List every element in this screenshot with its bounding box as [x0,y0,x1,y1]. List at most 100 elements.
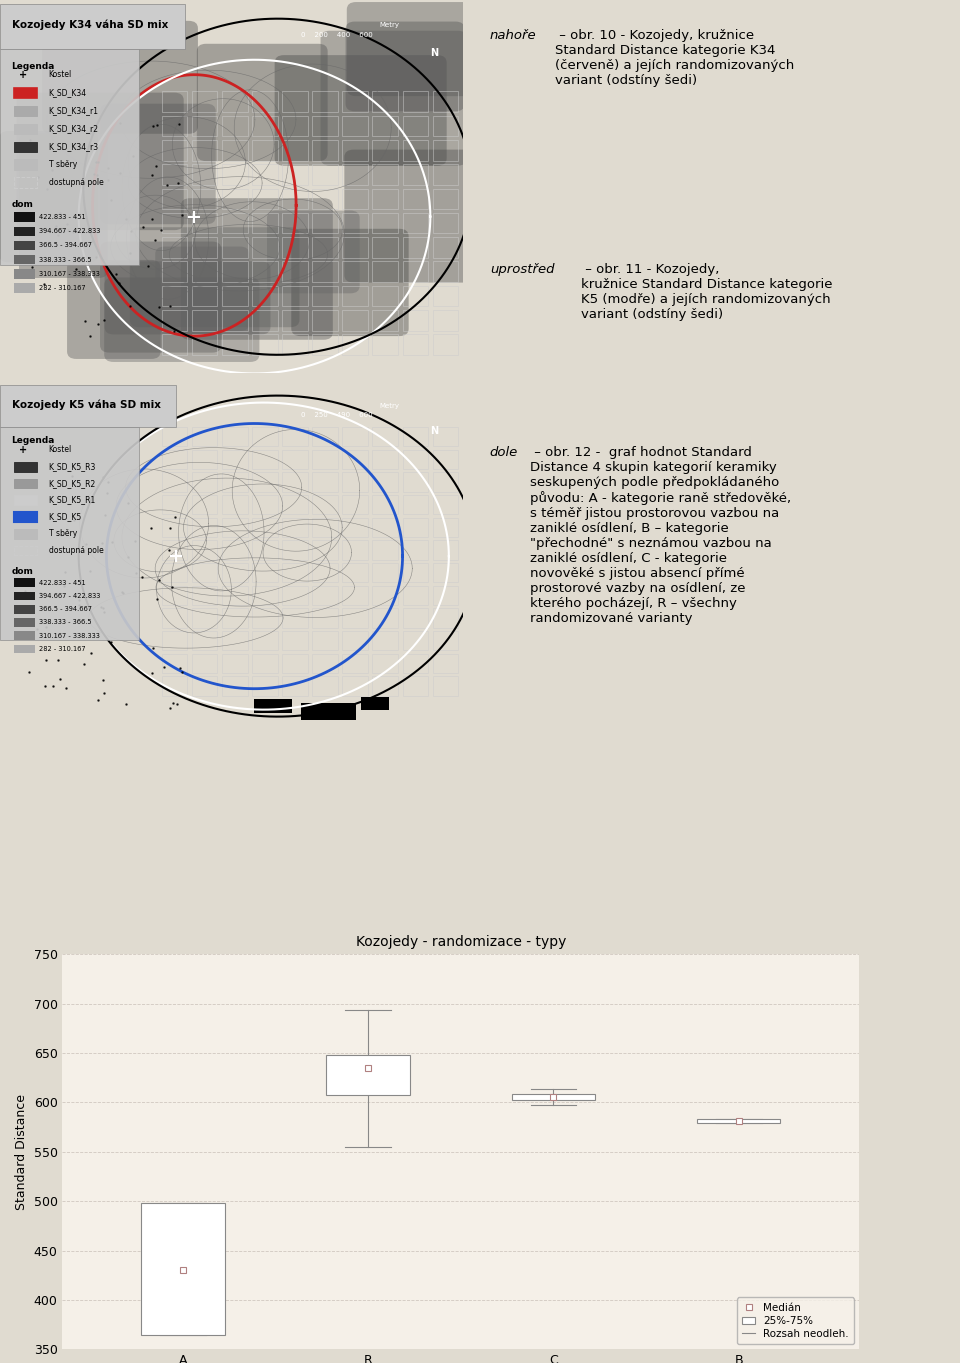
Bar [252,309,277,330]
FancyBboxPatch shape [10,236,206,349]
Bar [222,563,248,582]
Bar [433,213,458,233]
Bar [162,334,187,354]
Bar [433,91,458,112]
Bar [222,495,248,514]
Bar [343,237,368,258]
FancyBboxPatch shape [59,121,174,244]
Bar [222,286,248,307]
Bar [433,116,458,136]
Bar [402,262,428,282]
Bar [192,631,218,650]
Bar [222,165,248,185]
Bar [361,698,389,710]
Bar [312,495,338,514]
Bar [312,262,338,282]
Bar [222,427,248,446]
FancyBboxPatch shape [0,209,183,348]
Bar [162,427,187,446]
Bar [162,116,187,136]
Bar [372,286,398,307]
Bar [343,676,368,695]
Bar [372,631,398,650]
Text: 338.333 - 366.5: 338.333 - 366.5 [39,256,92,263]
Bar [433,654,458,673]
Bar [282,116,308,136]
Bar [402,165,428,185]
Bar [433,309,458,330]
Bar [312,654,338,673]
Bar [162,473,187,492]
Text: 282 - 310.167: 282 - 310.167 [39,285,86,290]
Bar [13,605,35,613]
Text: – obr. 10 - Kozojedy, kružnice
Standard Distance kategorie K34
(červeně) a jejíc: – obr. 10 - Kozojedy, kružnice Standard … [555,29,795,87]
Text: N: N [430,48,439,59]
Bar [222,213,248,233]
Bar [312,563,338,582]
FancyBboxPatch shape [168,244,277,348]
Bar [13,578,35,587]
Bar [402,450,428,469]
Bar [282,518,308,537]
Bar [13,495,37,506]
Bar [13,619,35,627]
Bar [402,563,428,582]
Bar [282,473,308,492]
Bar [222,188,248,209]
Bar [343,286,368,307]
Bar [433,450,458,469]
Bar [312,140,338,161]
Bar [343,473,368,492]
Bar [13,213,35,222]
Bar [372,473,398,492]
Text: – obr. 12 -  graf hodnot Standard
Distance 4 skupin kategorií keramiky
seskupený: – obr. 12 - graf hodnot Standard Distanc… [530,446,791,624]
Text: Kostel: Kostel [49,70,72,79]
Bar [162,309,187,330]
Bar [372,116,398,136]
Bar [402,540,428,560]
Bar [252,116,277,136]
Text: – obr. 11 - Kozojedy,
kružnice Standard Distance kategorie
K5 (modře) a jejích r: – obr. 11 - Kozojedy, kružnice Standard … [581,263,832,322]
Bar [312,309,338,330]
Bar [13,545,37,555]
Bar [252,495,277,514]
Text: 366.5 - 394.667: 366.5 - 394.667 [39,607,92,612]
Bar [372,676,398,695]
Bar [192,91,218,112]
Bar [433,334,458,354]
Text: 422.833 - 451: 422.833 - 451 [39,214,86,219]
Bar [192,563,218,582]
Bar [252,631,277,650]
Bar [312,427,338,446]
Bar [372,188,398,209]
FancyBboxPatch shape [357,52,524,198]
Bar [343,91,368,112]
Text: 366.5 - 394.667: 366.5 - 394.667 [39,243,92,248]
Text: T sběry: T sběry [49,159,77,169]
Bar [222,608,248,627]
Bar [312,608,338,627]
Bar [433,586,458,605]
Bar [697,1119,780,1123]
Bar [433,286,458,307]
Bar [433,140,458,161]
Bar [192,286,218,307]
Bar [282,654,308,673]
FancyBboxPatch shape [0,386,176,427]
Text: 394.667 - 422.833: 394.667 - 422.833 [39,593,101,598]
FancyBboxPatch shape [80,290,174,364]
Text: K_SD_K34: K_SD_K34 [49,89,86,97]
Bar [433,165,458,185]
Bar [402,473,428,492]
Bar [312,91,338,112]
FancyBboxPatch shape [109,222,290,305]
Bar [13,462,37,472]
Bar [162,518,187,537]
Bar [372,495,398,514]
FancyBboxPatch shape [177,271,326,380]
Bar [13,529,37,538]
Text: 282 - 310.167: 282 - 310.167 [39,646,86,652]
Bar [312,586,338,605]
Bar [282,309,308,330]
Bar [312,540,338,560]
